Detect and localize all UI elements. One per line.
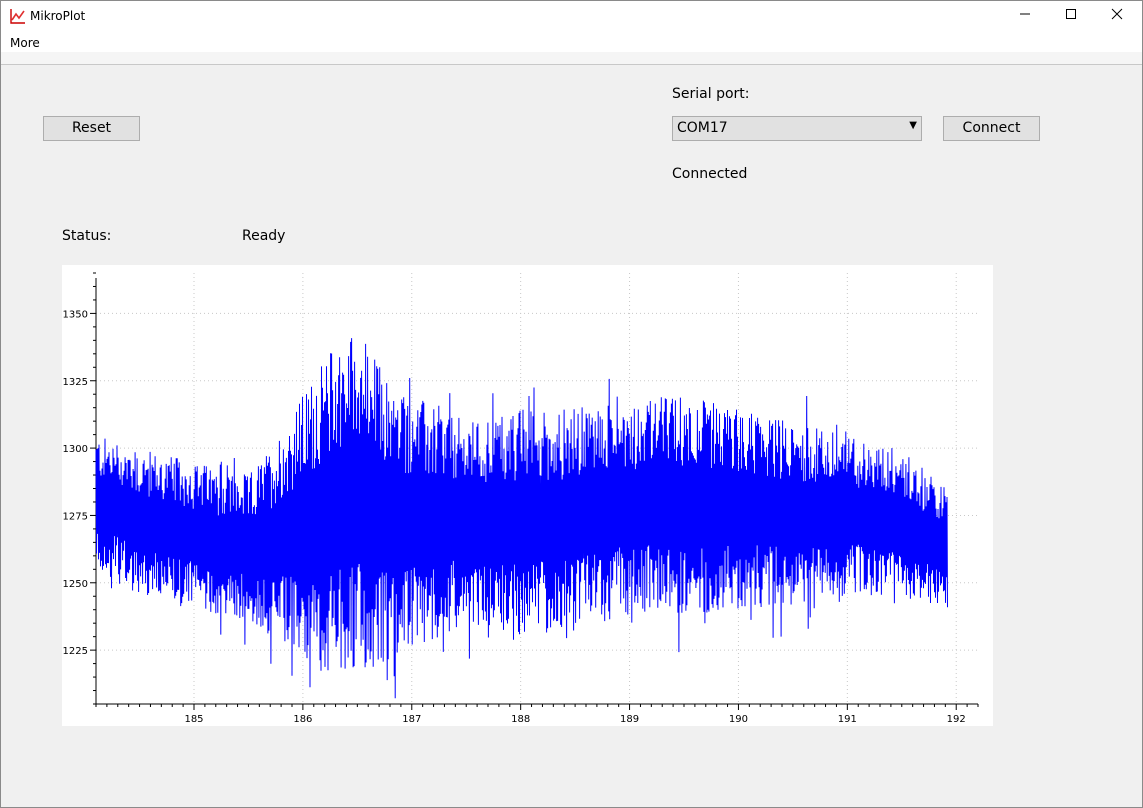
y-tick-label: 1300 [63,444,88,455]
serial-port-label: Serial port: [672,86,750,102]
x-tick-label: 188 [511,714,530,725]
menu-more[interactable]: More [10,36,40,50]
x-tick-label: 187 [402,714,421,725]
title-bar: MikroPlot [0,0,1143,32]
x-tick-label: 189 [620,714,639,725]
menu-bar: More [0,32,1143,52]
y-tick-label: 1250 [63,579,88,590]
window-title: MikroPlot [30,9,86,23]
serial-port-value: COM17 [677,120,728,136]
plot-area[interactable]: 1225 1250 1275 1300 1325 1350 185 186 187 188 189 1… [62,265,993,726]
connection-status: Connected [672,166,748,182]
maximize-icon [1065,8,1077,24]
minimize-icon [1019,8,1031,24]
serial-data-chart: 1225 1250 1275 1300 1325 1350 185 186 187 188 189 1… [63,272,979,725]
y-tick-label: 1225 [63,646,88,657]
close-button[interactable] [1094,0,1140,32]
x-tick-label: 186 [293,714,312,725]
y-tick-label: 1350 [63,309,88,320]
y-tick-label: 1325 [63,377,88,388]
line-chart-icon [10,8,26,24]
y-tick-label: 1275 [63,511,88,522]
data-series-line [95,338,948,699]
connect-button[interactable]: Connect [943,116,1040,141]
status-label: Status: [62,228,112,244]
x-tick-label: 190 [729,714,748,725]
maximize-button[interactable] [1048,0,1094,32]
x-tick-label: 192 [947,714,966,725]
minimize-button[interactable] [1002,0,1048,32]
x-tick-label: 185 [184,714,203,725]
reset-button[interactable]: Reset [43,116,140,141]
serial-port-select[interactable]: COM17 ▼ [672,116,922,141]
status-value: Ready [242,228,286,244]
x-tick-label: 191 [838,714,857,725]
dropdown-arrow-icon: ▼ [909,120,917,131]
toolbar-separator [0,52,1143,65]
close-icon [1111,8,1123,24]
